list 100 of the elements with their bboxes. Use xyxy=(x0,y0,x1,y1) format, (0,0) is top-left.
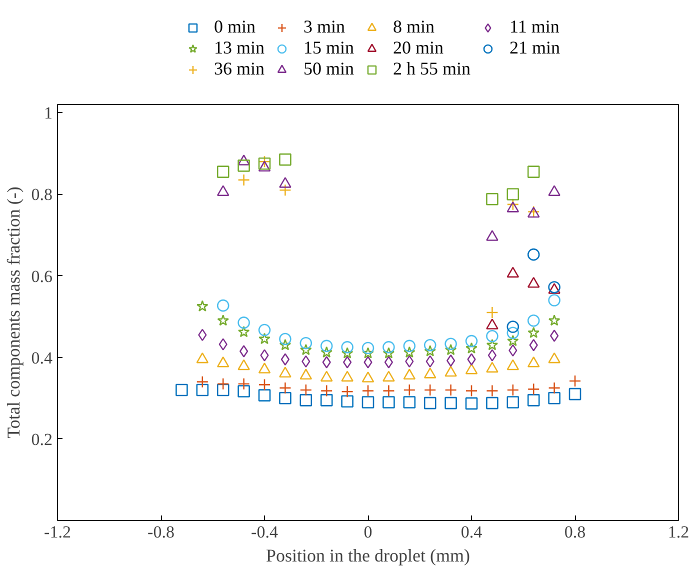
point xyxy=(300,368,312,380)
point xyxy=(362,372,374,382)
point xyxy=(300,384,312,396)
point xyxy=(550,330,559,342)
point xyxy=(527,383,540,396)
legend-label: 15 min xyxy=(303,38,354,58)
point xyxy=(403,384,416,396)
point xyxy=(364,356,372,368)
point xyxy=(465,363,478,374)
x-tick-label: -0.4 xyxy=(251,522,278,542)
point xyxy=(527,248,540,261)
point xyxy=(238,359,250,370)
point xyxy=(239,345,248,358)
point xyxy=(320,394,333,406)
point xyxy=(238,154,250,166)
point xyxy=(465,384,478,397)
legend-label: 0 min xyxy=(214,16,256,38)
point xyxy=(527,394,540,406)
point xyxy=(362,347,374,358)
point xyxy=(322,356,331,368)
point xyxy=(279,153,292,166)
point xyxy=(216,299,230,312)
point xyxy=(444,338,457,350)
point xyxy=(279,184,292,196)
point xyxy=(506,326,520,340)
y-axis-title: Total components mass fraction (-) xyxy=(3,186,24,438)
point xyxy=(216,356,230,368)
point xyxy=(382,396,395,408)
point xyxy=(403,396,416,408)
x-tick-label: -1.2 xyxy=(44,522,71,542)
point xyxy=(196,352,209,364)
point xyxy=(218,338,228,350)
legend-label: 50 min xyxy=(303,58,354,80)
point xyxy=(238,326,250,338)
point xyxy=(486,330,498,342)
point xyxy=(279,177,292,188)
point xyxy=(486,338,498,350)
point xyxy=(238,160,250,172)
point xyxy=(506,359,520,370)
point xyxy=(568,388,582,400)
point xyxy=(506,202,520,212)
point xyxy=(216,166,230,178)
point xyxy=(196,300,208,312)
point xyxy=(404,346,416,358)
point xyxy=(341,385,354,398)
point xyxy=(403,340,416,352)
point xyxy=(486,230,498,241)
point xyxy=(424,367,436,378)
point xyxy=(279,392,292,404)
point xyxy=(486,192,498,206)
point xyxy=(506,198,520,211)
point xyxy=(216,185,230,196)
legend-label: 3 min xyxy=(303,16,345,38)
point xyxy=(238,385,250,398)
point xyxy=(320,370,333,382)
point xyxy=(258,389,271,402)
y-tick-label: 0.6 xyxy=(31,266,52,286)
x-tick-label: 0 xyxy=(364,522,372,542)
legend-label: 20 min xyxy=(393,38,444,58)
point xyxy=(466,342,478,354)
point xyxy=(300,344,312,356)
point xyxy=(527,166,540,178)
point xyxy=(548,382,560,394)
point xyxy=(238,378,250,390)
point xyxy=(424,338,436,352)
point xyxy=(341,395,354,408)
point xyxy=(424,384,436,396)
point xyxy=(258,362,271,374)
legend-label: 21 min xyxy=(510,38,560,58)
point xyxy=(506,320,520,333)
point xyxy=(527,314,540,327)
y-tick-label: 0.4 xyxy=(31,348,53,368)
point xyxy=(384,356,394,368)
point xyxy=(279,382,292,394)
y-tick-label: 1 xyxy=(44,104,52,123)
point xyxy=(446,354,456,367)
point xyxy=(506,396,520,408)
point xyxy=(176,384,188,396)
point xyxy=(548,352,560,364)
y-tick-label: 0.2 xyxy=(31,430,52,449)
point xyxy=(300,394,312,406)
point xyxy=(424,345,436,356)
point xyxy=(506,384,520,396)
point xyxy=(444,384,457,396)
point xyxy=(196,376,209,388)
point xyxy=(341,370,354,382)
point xyxy=(507,334,519,346)
point xyxy=(382,347,395,358)
x-tick-label: 0.8 xyxy=(564,522,586,542)
point xyxy=(341,347,354,358)
point xyxy=(488,349,497,362)
point xyxy=(342,356,352,368)
point xyxy=(527,276,540,288)
point xyxy=(279,366,292,378)
point xyxy=(238,316,250,329)
point xyxy=(506,188,520,200)
point xyxy=(320,384,333,397)
point xyxy=(280,353,290,366)
point xyxy=(258,332,270,344)
point xyxy=(403,368,416,380)
